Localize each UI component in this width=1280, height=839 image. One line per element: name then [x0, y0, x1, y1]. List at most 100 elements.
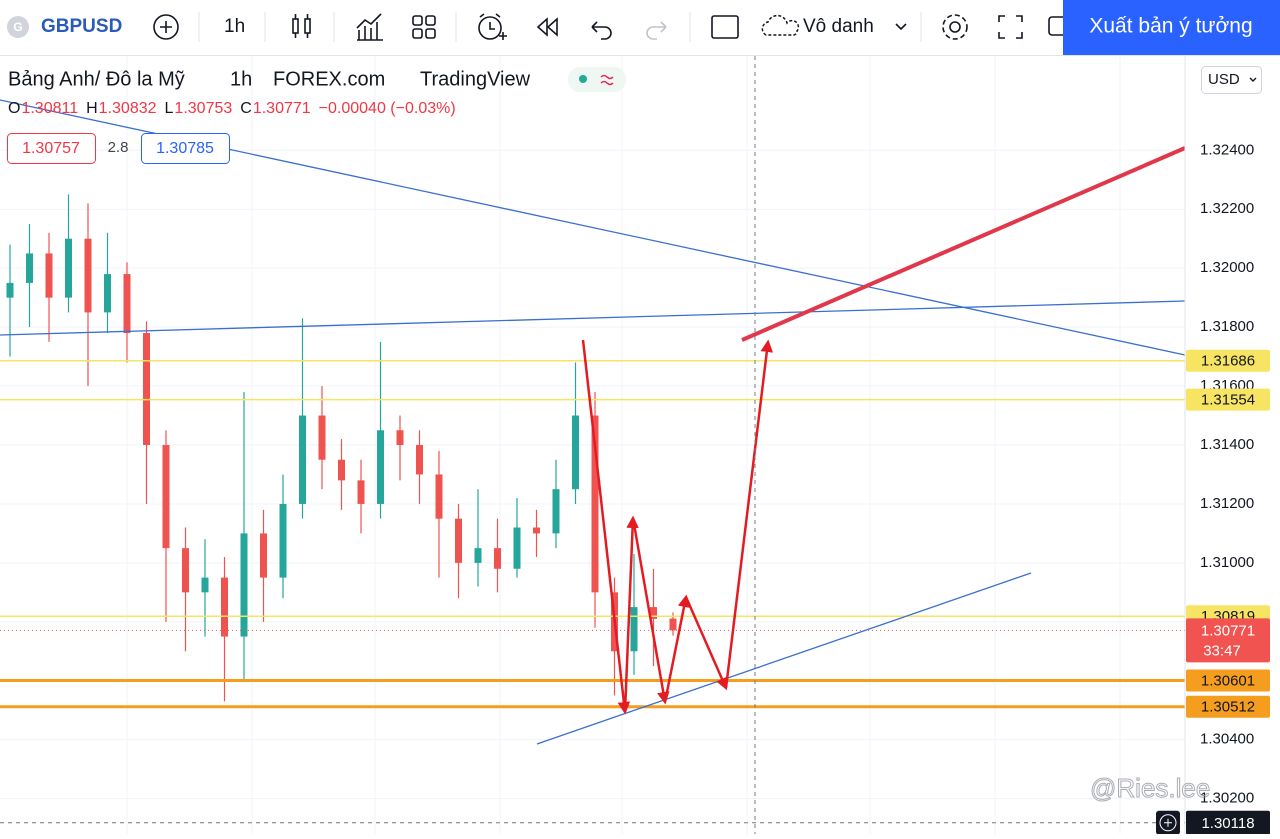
candle-body: [260, 533, 267, 578]
legend: Bảng Anh/ Đô la Mỹ 1h FOREX.com TradingV…: [8, 67, 626, 92]
crosshair-bg: [1186, 810, 1270, 835]
candle-body: [435, 474, 443, 519]
publish-label: Xuất bản ý tưởng: [1089, 15, 1252, 38]
sell-button[interactable]: [7, 133, 96, 164]
line-price-label-bg: [1186, 349, 1270, 372]
candle-body: [65, 238, 72, 298]
status-pill[interactable]: [568, 67, 626, 92]
ohlc-key: H: [86, 100, 98, 117]
candle-body: [182, 548, 189, 593]
interval[interactable]: 1h: [224, 16, 245, 37]
undo-button[interactable]: [591, 21, 612, 40]
currency-select[interactable]: [1201, 66, 1262, 94]
settings-button[interactable]: [942, 14, 968, 40]
candle-body: [299, 415, 306, 504]
candle-body: [45, 253, 53, 298]
spread: 2.8: [108, 139, 129, 156]
candle-body: [416, 445, 423, 475]
exchange: FOREX.com: [273, 68, 385, 90]
trend-line[interactable]: [536, 572, 1032, 745]
candle-body: [162, 445, 170, 549]
y-tick-label: 1.30400: [1200, 731, 1254, 748]
countdown: 33:47: [1203, 642, 1241, 659]
candle-body: [455, 518, 462, 563]
toolbar: G GBPUSD 1h Vô danh Xuất bản ý tưởng: [0, 0, 1280, 56]
watermark: @Ries.lee: [1090, 773, 1210, 803]
source: TradingView: [420, 68, 531, 90]
bid: 1.30757: [22, 140, 80, 157]
arrow[interactable]: [631, 517, 670, 705]
add-icon: [1164, 818, 1172, 827]
candle-body: [357, 480, 365, 504]
y-tick-label: 1.31200: [1200, 495, 1254, 512]
candle-body: [279, 503, 287, 578]
y-tick-label: 1.31800: [1200, 318, 1254, 335]
chart-type-button[interactable]: [292, 14, 311, 38]
candle-body: [240, 533, 248, 637]
y-tick-label: 1.31000: [1200, 554, 1254, 571]
candle-body: [84, 238, 92, 313]
candle-body: [572, 415, 579, 490]
change: −0.00040 (−0.03%): [319, 100, 456, 117]
symbol-name: Bảng Anh/ Đô la Mỹ: [8, 68, 185, 90]
candle-body: [221, 577, 228, 637]
symbol-logo[interactable]: [7, 16, 29, 38]
candle-body: [474, 548, 482, 563]
ohlc-value: 1.30832: [99, 100, 157, 117]
candle-body: [494, 548, 501, 569]
trend-line[interactable]: [0, 300, 1186, 336]
overlays: 1.316861.315541.308191.306011.305121.307…: [1156, 349, 1270, 835]
candle-body: [143, 333, 150, 445]
candle-body: [669, 618, 677, 631]
ohlc-key: O: [8, 100, 20, 117]
ohlc-legend: O 1.30811 H 1.30832 L 1.30753 C 1.30771 −0.00040…: [8, 100, 456, 117]
fullscreen-button[interactable]: [998, 15, 1023, 39]
cloud-icon: [761, 14, 800, 36]
trend-line[interactable]: [741, 146, 1186, 342]
buy-button[interactable]: [141, 133, 230, 164]
y-tick-label: 1.32000: [1200, 259, 1254, 276]
candle-body: [591, 415, 599, 593]
line-price-label-bg: [1186, 388, 1270, 411]
candle-body: [338, 459, 345, 481]
alert-button[interactable]: [478, 13, 507, 40]
select-button[interactable]: [711, 15, 739, 39]
line-price-label-bg: [1186, 695, 1270, 718]
line-price-label-bg: [1186, 669, 1270, 692]
arrow[interactable]: [663, 594, 691, 703]
ask: 1.30785: [156, 140, 214, 157]
y-tick-label: 1.30200: [1200, 790, 1254, 807]
currency: USD: [1208, 71, 1240, 88]
indicators-button[interactable]: [356, 13, 383, 41]
legend-interval: 1h: [230, 68, 252, 90]
arrow[interactable]: [684, 596, 728, 691]
line-price-label: 1.30601: [1201, 672, 1255, 689]
publish-button[interactable]: [1063, 0, 1280, 55]
ohlc-value: 1.30811: [21, 100, 78, 117]
line-price-label: 1.30512: [1201, 699, 1255, 716]
symbol[interactable]: GBPUSD: [41, 16, 122, 37]
layout-name[interactable]: Vô danh: [803, 16, 874, 37]
replay-button[interactable]: [536, 17, 558, 37]
compare-button[interactable]: [153, 14, 179, 40]
candle-body: [396, 430, 404, 445]
arrow[interactable]: [623, 515, 639, 713]
line-price-label: 1.31686: [1201, 353, 1255, 370]
candle-body: [201, 577, 209, 593]
arrow[interactable]: [724, 339, 773, 689]
layout-menu[interactable]: [895, 23, 907, 31]
logo-letter: G: [13, 20, 22, 34]
layouts-button[interactable]: [412, 15, 436, 39]
ohlc-key: C: [240, 100, 252, 117]
redo-button[interactable]: [646, 21, 667, 40]
crosshair-price: 1.30118: [1201, 815, 1254, 832]
arrow[interactable]: [581, 339, 631, 715]
candle-body: [104, 274, 111, 313]
candle-body: [630, 607, 638, 652]
last-price-bg: [1186, 618, 1270, 663]
trade-buttons: 1.30757 2.8 1.30785: [7, 133, 230, 164]
last-price: 1.30771: [1201, 622, 1255, 639]
candle-body: [377, 430, 384, 504]
